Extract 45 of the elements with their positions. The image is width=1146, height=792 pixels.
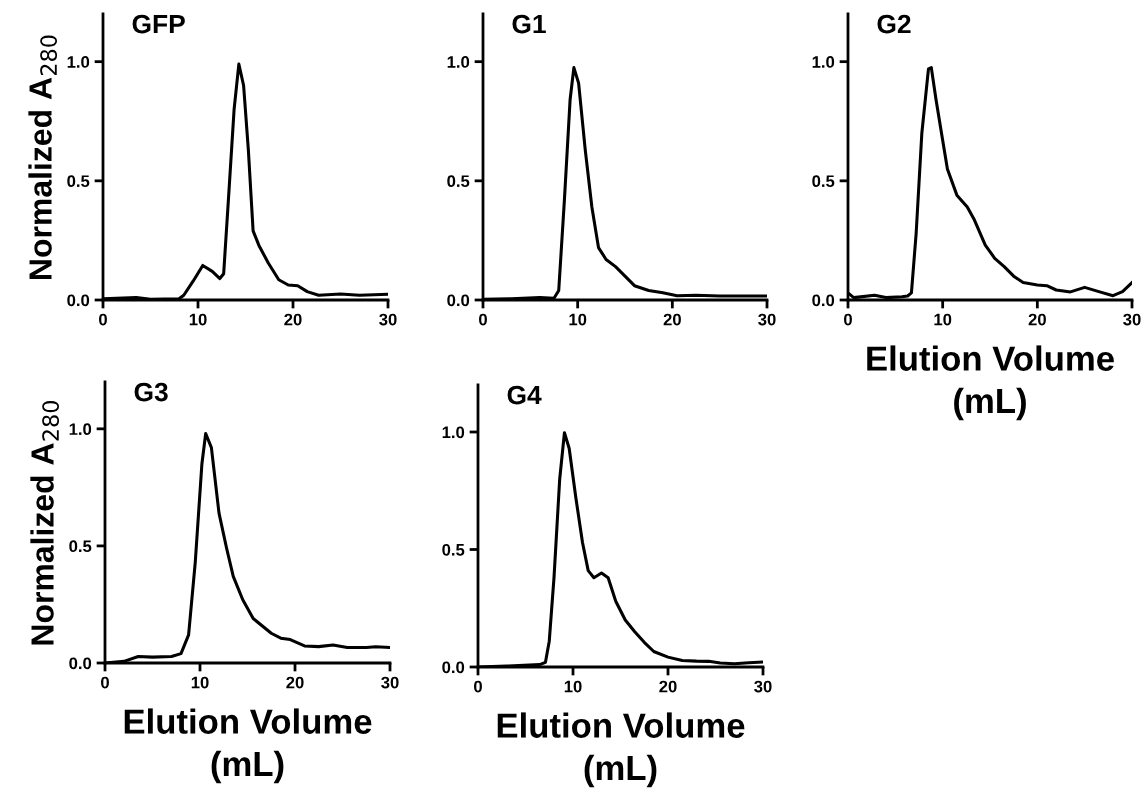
chart-title: GFP: [132, 14, 185, 34]
y-tick-label: 0.5: [67, 175, 90, 188]
y-tick-label: 0.5: [447, 175, 470, 188]
x-tick-label: 20: [1028, 313, 1046, 326]
y-tick-label: 1.0: [442, 426, 465, 439]
x-tick-label: 10: [191, 676, 209, 689]
x-tick-label: 20: [286, 676, 304, 689]
x-tick-label: 0: [844, 313, 852, 326]
y-tick-label: 1.0: [812, 56, 835, 68]
x-tick-label: 20: [659, 680, 677, 693]
x-tick-label: 0: [474, 680, 482, 693]
y-tick-label: 0.5: [812, 175, 835, 188]
y-tick-label: 0.0: [67, 294, 90, 307]
y-tick-label: 0.5: [442, 543, 465, 556]
x-tick-label: 10: [934, 313, 952, 326]
x-tick-label: 10: [564, 680, 582, 693]
y-tick-label: 1.0: [67, 56, 90, 68]
x-tick-label: 30: [1123, 313, 1141, 326]
x-tick-label: 0: [99, 313, 107, 326]
y-tick-label: 0.0: [447, 294, 470, 307]
x-tick-label: 0: [479, 313, 487, 326]
x-tick-label: 30: [754, 680, 772, 693]
chart-title: G4: [507, 385, 542, 405]
y-tick-label: 1.0: [69, 423, 92, 436]
x-tick-label: 10: [569, 313, 587, 326]
x-tick-label: 30: [758, 313, 776, 326]
x-axis-title: Elution Volume (mL): [497, 712, 745, 788]
y-axis-title: Normalized A$_{280}$: [28, 35, 58, 279]
x-tick-label: 30: [379, 313, 397, 326]
x-axis-title: Elution Volume (mL): [867, 345, 1114, 421]
y-tick-label: 0.0: [812, 294, 835, 307]
chart-title: G2: [877, 14, 911, 34]
y-tick-label: 0.0: [69, 657, 92, 670]
x-tick-label: 30: [381, 676, 399, 689]
x-tick-label: 10: [189, 313, 207, 326]
x-tick-label: 20: [284, 313, 302, 326]
x-tick-label: 20: [663, 313, 681, 326]
chart-title: G3: [134, 382, 168, 402]
x-tick-label: 0: [101, 676, 109, 689]
y-tick-label: 0.5: [69, 540, 92, 553]
chart-title: G1: [512, 14, 546, 34]
y-tick-label: 0.0: [442, 661, 465, 674]
x-axis-title: Elution Volume (mL): [124, 708, 372, 784]
y-tick-label: 1.0: [447, 56, 470, 68]
y-axis-title: Normalized A$_{280}$: [30, 400, 60, 645]
